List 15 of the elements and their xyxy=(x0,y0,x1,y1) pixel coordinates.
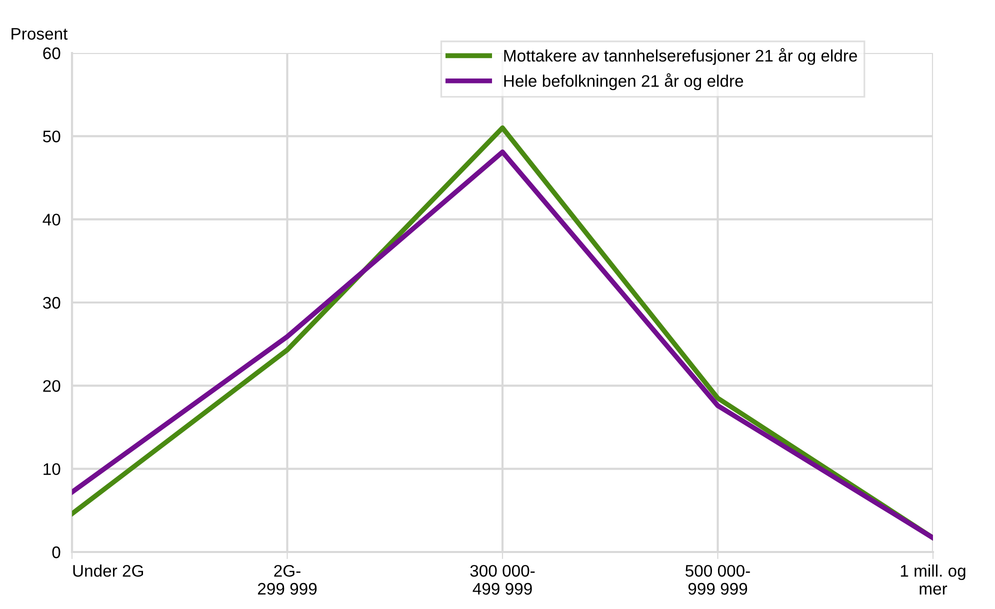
legend-label: Hele befolkningen 21 år og eldre xyxy=(504,73,744,90)
y-tick-label: 40 xyxy=(42,214,60,226)
x-tick-label: 1 mill. og mer xyxy=(900,564,966,595)
y-axis-title: Prosent xyxy=(12,28,68,40)
x-tick-label: 500 000- 999 999 xyxy=(686,564,750,595)
x-tick-label: Under 2G xyxy=(73,564,144,577)
y-tick-label: 20 xyxy=(43,380,60,392)
y-tick-label: 10 xyxy=(44,463,60,476)
y-tick-label: 0 xyxy=(52,546,60,558)
legend-label: Mottakere av tannhelserefusjoner 21 år og eldre xyxy=(504,48,858,65)
x-tick-label: 300 000- 499 999 xyxy=(470,564,535,595)
x-tick-label: 2G- 299 999 xyxy=(258,564,317,595)
y-tick-label: 50 xyxy=(43,130,60,142)
y-tick-label: 60 xyxy=(43,47,60,60)
y-tick-label: 30 xyxy=(42,296,60,309)
